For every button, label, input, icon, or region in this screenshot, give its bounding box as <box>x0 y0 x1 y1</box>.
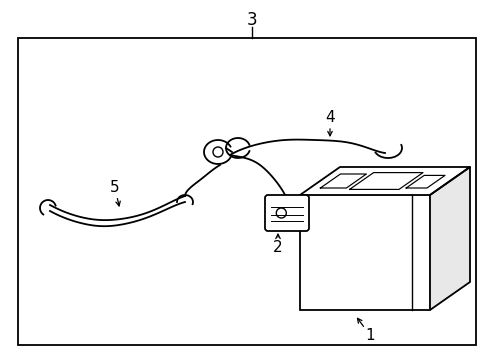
Bar <box>18 38 475 345</box>
Text: 4: 4 <box>325 111 334 126</box>
Circle shape <box>276 208 285 218</box>
Polygon shape <box>299 167 469 195</box>
Bar <box>299 195 429 310</box>
Text: 3: 3 <box>246 11 257 29</box>
Circle shape <box>213 147 223 157</box>
Text: 1: 1 <box>365 328 374 342</box>
FancyBboxPatch shape <box>264 195 308 231</box>
Polygon shape <box>406 175 444 188</box>
Polygon shape <box>320 174 366 188</box>
Polygon shape <box>349 172 422 189</box>
Polygon shape <box>429 167 469 310</box>
Text: 2: 2 <box>273 240 282 256</box>
Text: 5: 5 <box>110 180 120 195</box>
